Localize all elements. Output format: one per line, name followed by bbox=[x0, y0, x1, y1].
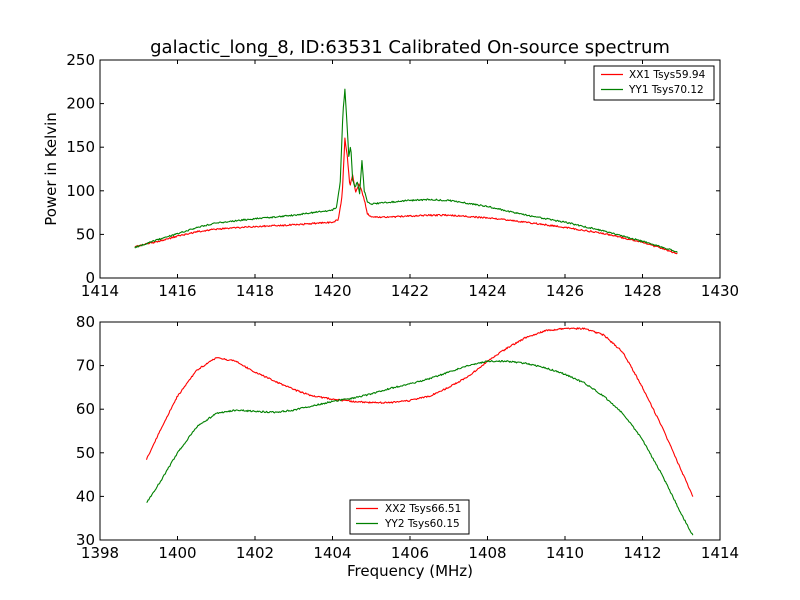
bottom-legend-box bbox=[349, 499, 470, 535]
bottom-x-tick-label: 1412 bbox=[623, 544, 661, 562]
top-x-tick-label: 1430 bbox=[701, 282, 739, 300]
top-x-tick-label: 1422 bbox=[391, 282, 429, 300]
top-x-tick-label: 1428 bbox=[623, 282, 661, 300]
bottom-legend-label-yy2: YY2 Tsys60.15 bbox=[384, 518, 460, 530]
bottom-panel: Frequency (MHz) 1398 1400 1402 1404 1406 1408… bbox=[76, 313, 739, 580]
bottom-series-group bbox=[145, 327, 694, 536]
top-x-tick-label: 1416 bbox=[158, 282, 196, 300]
bottom-x-tick-label: 1414 bbox=[701, 544, 739, 562]
bottom-x-tick-label: 1398 bbox=[81, 544, 119, 562]
bottom-plot-frame bbox=[99, 321, 721, 541]
bottom-x-axis-label: Frequency (MHz) bbox=[347, 562, 473, 580]
bottom-x-tick-label: 1402 bbox=[236, 544, 274, 562]
bottom-y-tick-label: 60 bbox=[76, 400, 95, 418]
top-y-tick-label: 50 bbox=[76, 225, 95, 243]
top-axis-ticks: 1414 1416 1418 1420 1422 1424 1426 1428 1430 0 50 1… bbox=[66, 51, 739, 300]
top-x-tick-label: 1414 bbox=[81, 282, 119, 300]
top-chart-title: galactic_long_8, ID:63531 Calibrated On-… bbox=[150, 37, 670, 58]
bottom-legend-label-xx2: XX2 Tsys66.51 bbox=[385, 503, 461, 515]
top-y-tick-label: 250 bbox=[66, 51, 95, 69]
top-plot-frame bbox=[99, 59, 721, 279]
bottom-y-tick-label: 50 bbox=[76, 444, 95, 462]
top-legend: XX1 Tsys59.94 YY1 Tsys70.12 bbox=[593, 65, 715, 101]
top-y-tick-label: 100 bbox=[66, 182, 95, 200]
top-y-tick-label: 150 bbox=[66, 138, 95, 156]
bottom-x-tick-label: 1404 bbox=[313, 544, 351, 562]
top-legend-box bbox=[593, 65, 715, 101]
bottom-y-tick-label: 70 bbox=[76, 357, 95, 375]
bottom-axis-ticks: 1398 1400 1402 1404 1406 1408 1410 1412 1414 30 40… bbox=[76, 313, 739, 562]
bottom-x-tick-label: 1400 bbox=[158, 544, 196, 562]
top-x-tick-label: 1424 bbox=[468, 282, 506, 300]
top-series-line-1 bbox=[134, 88, 678, 253]
bottom-y-tick-label: 40 bbox=[76, 487, 95, 505]
bottom-y-tick-label: 30 bbox=[76, 531, 95, 549]
top-y-axis-label: Power in Kelvin bbox=[42, 112, 60, 226]
bottom-x-tick-label: 1408 bbox=[468, 544, 506, 562]
top-y-tick-label: 0 bbox=[85, 269, 95, 287]
top-x-tick-label: 1426 bbox=[546, 282, 584, 300]
top-series-group bbox=[134, 88, 678, 255]
bottom-x-tick-label: 1410 bbox=[546, 544, 584, 562]
bottom-series-line-1 bbox=[146, 359, 694, 536]
bottom-y-tick-label: 80 bbox=[76, 313, 95, 331]
bottom-x-tick-label: 1406 bbox=[391, 544, 429, 562]
top-x-tick-label: 1420 bbox=[313, 282, 351, 300]
bottom-legend: XX2 Tsys66.51 YY2 Tsys60.15 bbox=[349, 499, 470, 535]
top-series-line-0 bbox=[134, 137, 678, 255]
top-legend-label-xx1: XX1 Tsys59.94 bbox=[629, 69, 706, 81]
top-y-tick-label: 200 bbox=[66, 95, 95, 113]
bottom-series-line-0 bbox=[145, 327, 694, 497]
top-x-tick-label: 1418 bbox=[236, 282, 274, 300]
top-legend-label-yy1: YY1 Tsys70.12 bbox=[628, 84, 704, 96]
top-panel: galactic_long_8, ID:63531 Calibrated On-… bbox=[42, 37, 739, 300]
